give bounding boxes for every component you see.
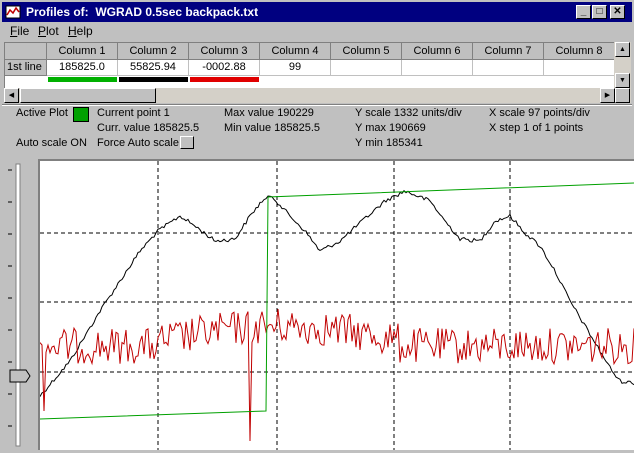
series-black-line	[39, 189, 634, 397]
close-icon: ✕	[613, 6, 622, 17]
grid-horizontal-scrollbar[interactable]: ◀ ▶	[4, 88, 631, 103]
y-offset-slider[interactable]	[4, 160, 32, 448]
row-header: 1st line	[5, 60, 47, 76]
column-header-7[interactable]: Column 7	[473, 43, 544, 60]
auto-scale-status: Auto scale ON	[16, 137, 87, 149]
column-header-8[interactable]: Column 8	[544, 43, 615, 60]
slider-thumb[interactable]	[9, 369, 31, 383]
column-header-2[interactable]: Column 2	[118, 43, 189, 60]
app-icon	[5, 5, 21, 19]
cell-col6[interactable]	[402, 60, 473, 76]
menu-bar: File Plot Help	[2, 22, 632, 40]
cell-col4[interactable]: 99	[260, 60, 331, 76]
color-bar-col3	[190, 77, 259, 82]
scroll-down-button[interactable]: ▼	[615, 73, 630, 88]
separator	[2, 104, 632, 106]
x-scale: X scale 97 points/div	[489, 107, 590, 119]
column-header-4[interactable]: Column 4	[260, 43, 331, 60]
y-scale: Y scale 1332 units/div	[355, 107, 462, 119]
minimize-icon: _	[580, 6, 587, 17]
series-red-line	[39, 309, 634, 442]
grid-vertical-scrollbar[interactable]: ▲ ▼	[614, 42, 631, 88]
minimize-button[interactable]: _	[576, 5, 591, 19]
data-grid[interactable]: 1st line Column 1 Column 2 Column 3 Colu…	[4, 42, 631, 88]
column-header-3[interactable]: Column 3	[189, 43, 260, 60]
y-min: Y min 185341	[355, 137, 423, 149]
active-plot-swatch[interactable]	[73, 107, 89, 122]
max-value: Max value 190229	[224, 107, 314, 119]
series-green-line	[39, 182, 634, 420]
column-header-6[interactable]: Column 6	[402, 43, 473, 60]
arrow-left-icon: ◀	[8, 92, 15, 99]
cell-col8[interactable]	[544, 60, 615, 76]
arrow-down-icon: ▼	[619, 77, 626, 84]
cell-col1[interactable]: 185825.0	[47, 60, 118, 76]
menu-help[interactable]: Help	[68, 24, 93, 38]
plot-canvas	[39, 161, 634, 450]
cell-col7[interactable]	[473, 60, 544, 76]
title-bar[interactable]: Profiles of: WGRAD 0.5sec backpack.txt _…	[2, 2, 632, 22]
cell-col2[interactable]: 55825.94	[118, 60, 189, 76]
color-bar-col1	[48, 77, 117, 82]
scroll-right-button[interactable]: ▶	[600, 88, 615, 103]
y-max: Y max 190669	[355, 122, 426, 134]
cell-col3[interactable]: -0002.88	[189, 60, 260, 76]
current-value: Curr. value 185825.5	[97, 122, 200, 134]
column-header-5[interactable]: Column 5	[331, 43, 402, 60]
grid-corner	[5, 43, 47, 60]
window-title: Profiles of: WGRAD 0.5sec backpack.txt	[26, 5, 259, 19]
color-bar-col2	[119, 77, 188, 82]
menu-plot[interactable]: Plot	[38, 24, 59, 38]
min-value: Min value 185825.5	[224, 122, 321, 134]
maximize-icon: □	[596, 6, 603, 17]
active-plot-label: Active Plot	[16, 107, 68, 119]
close-button[interactable]: ✕	[610, 5, 625, 19]
maximize-button[interactable]: □	[592, 5, 607, 19]
scroll-up-button[interactable]: ▲	[615, 42, 630, 57]
scroll-thumb[interactable]	[20, 88, 156, 103]
menu-file[interactable]: File	[10, 24, 30, 38]
cell-col5[interactable]	[331, 60, 402, 76]
plot-area[interactable]	[38, 159, 634, 450]
arrow-right-icon: ▶	[604, 92, 611, 99]
force-auto-scale-button[interactable]	[180, 136, 194, 149]
size-grip	[615, 88, 630, 103]
column-header-1[interactable]: Column 1	[47, 43, 118, 60]
arrow-up-icon: ▲	[619, 46, 626, 53]
x-step: X step 1 of 1 points	[489, 122, 584, 134]
scroll-left-button[interactable]: ◀	[4, 88, 19, 103]
current-point: Current point 1	[97, 107, 170, 119]
force-auto-scale-label: Force Auto scale	[97, 137, 179, 149]
